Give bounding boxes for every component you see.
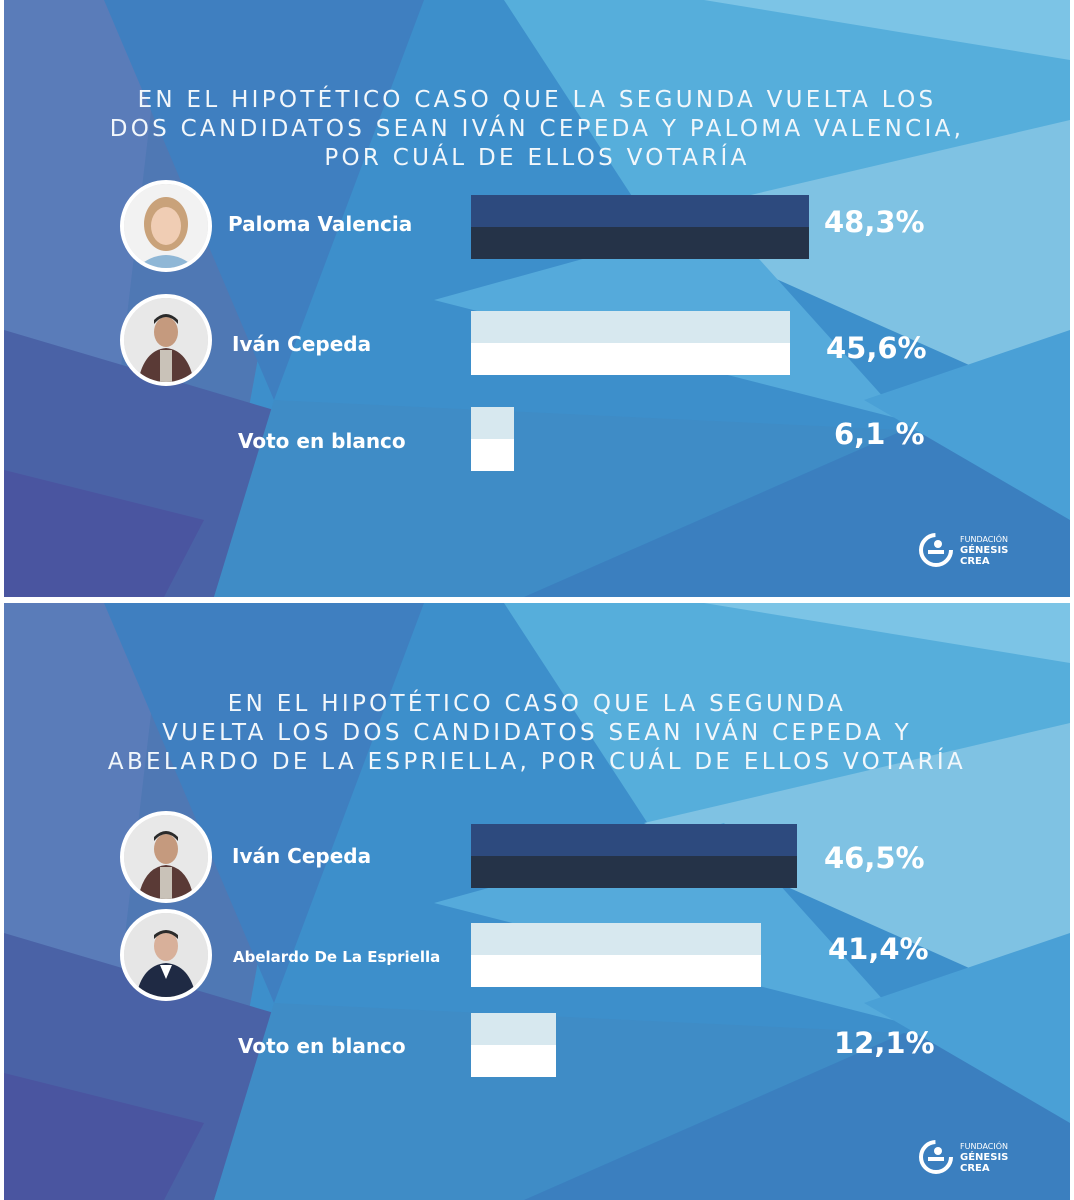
logo-line-1: FUNDACIÓN xyxy=(960,534,1009,544)
faceted-background xyxy=(4,603,1070,1200)
genesis-crea-logo-icon xyxy=(919,533,953,567)
avatar-abelardo-de-la-espriella xyxy=(120,909,212,1001)
genesis-crea-logo-icon xyxy=(919,1140,953,1174)
logo-line-2: GÉNESIS xyxy=(960,1151,1009,1163)
logo-line-3: CREA xyxy=(960,1162,990,1174)
candidate-name: Iván Cepeda xyxy=(232,844,372,868)
paloma-valencia-photo-icon xyxy=(124,184,208,268)
bar-ivan-cepeda xyxy=(471,311,790,375)
question-title: EN EL HIPOTÉTICO CASO QUE LA SEGUNDA VUE… xyxy=(109,87,965,171)
avatar-ivan-cepeda xyxy=(120,294,212,386)
bar-abelardo-de-la-espriella xyxy=(471,923,761,987)
question-title: EN EL HIPOTÉTICO CASO QUE LA SEGUNDA VUE… xyxy=(107,691,967,775)
candidate-name: Voto en blanco xyxy=(238,1034,406,1058)
logo-line-3: CREA xyxy=(960,555,990,567)
candidate-name: Iván Cepeda xyxy=(232,332,372,356)
bar-ivan-cepeda xyxy=(471,824,797,888)
candidate-name: Voto en blanco xyxy=(238,429,406,453)
ivan-cepeda-photo-icon xyxy=(124,298,208,382)
data-label: 6,1 % xyxy=(834,417,925,451)
data-label: 45,6% xyxy=(826,331,927,365)
ivan-cepeda-photo-icon xyxy=(124,815,208,899)
logo-line-2: GÉNESIS xyxy=(960,544,1009,556)
poll-panel-2: EN EL HIPOTÉTICO CASO QUE LA SEGUNDA VUE… xyxy=(4,603,1070,1200)
logo-line-1: FUNDACIÓN xyxy=(960,1141,1009,1151)
data-label: 48,3% xyxy=(824,205,925,239)
abelardo-de-la-espriella-photo-icon xyxy=(124,913,208,997)
candidate-name: Abelardo De La Espriella xyxy=(233,948,441,966)
data-label: 12,1% xyxy=(834,1026,935,1060)
fundacion-genesis-crea-logo: FUNDACIÓN GÉNESIS CREA xyxy=(916,1137,1008,1177)
candidate-name: Paloma Valencia xyxy=(228,212,413,236)
bar-voto-en-blanco xyxy=(471,407,514,471)
fundacion-genesis-crea-logo: FUNDACIÓN GÉNESIS CREA xyxy=(916,530,1008,570)
data-label: 46,5% xyxy=(824,841,925,875)
avatar-paloma-valencia xyxy=(120,180,212,272)
poll-panel-1: EN EL HIPOTÉTICO CASO QUE LA SEGUNDA VUE… xyxy=(4,0,1070,597)
bar-paloma-valencia xyxy=(471,195,809,259)
data-label: 41,4% xyxy=(828,932,929,966)
bar-voto-en-blanco xyxy=(471,1013,556,1077)
avatar-ivan-cepeda xyxy=(120,811,212,903)
